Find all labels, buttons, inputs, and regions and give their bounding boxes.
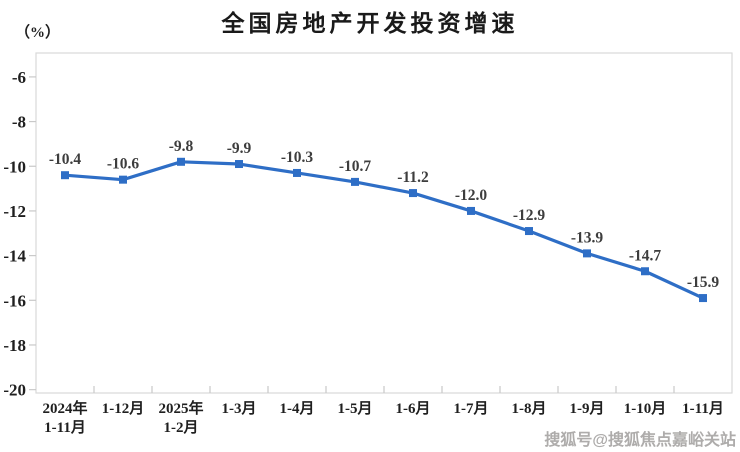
data-point-label: -13.9: [571, 229, 604, 246]
data-point-marker: [177, 157, 185, 166]
y-tick-label: -6: [12, 68, 26, 87]
data-point-marker: [293, 168, 301, 177]
data-point-label: -11.2: [397, 169, 429, 186]
data-point-label: -15.9: [687, 274, 720, 291]
data-point-label: -10.7: [339, 158, 372, 175]
y-tick-label: -8: [12, 113, 26, 132]
y-tick-label: -10: [3, 157, 26, 176]
x-tick-label: 2024年 1-11月: [42, 399, 87, 436]
data-point-label: -10.6: [107, 156, 140, 173]
data-point-label: -9.9: [227, 140, 252, 157]
x-tick-label: 1-10月: [624, 400, 667, 417]
data-point-label: -14.7: [629, 247, 662, 264]
x-tick-label: 1-4月: [280, 400, 315, 417]
x-tick-label: 1-12月: [102, 400, 145, 417]
x-tick-label: 1-5月: [338, 400, 373, 417]
y-tick-label: -16: [3, 291, 26, 310]
data-point-marker: [351, 177, 359, 186]
data-point-marker: [699, 294, 707, 303]
x-tick-label: 1-7月: [454, 400, 489, 417]
y-tick-label: -18: [3, 336, 26, 355]
data-point-marker: [525, 227, 533, 236]
x-tick-label: 1-8月: [512, 400, 547, 417]
x-tick-label: 1-9月: [570, 400, 605, 417]
data-point-marker: [641, 267, 649, 276]
plot-border: [35, 52, 733, 394]
data-point-marker: [235, 160, 243, 169]
data-point-label: -9.8: [169, 138, 194, 155]
series-line: [63, 160, 705, 300]
data-point-marker: [467, 206, 475, 215]
data-point-label: -10.3: [281, 149, 314, 166]
data-point-marker: [119, 175, 127, 184]
x-tick-label: 1-11月: [682, 400, 724, 417]
y-tick-label: -12: [3, 202, 26, 221]
x-tick-label: 2025年 1-2月: [158, 399, 203, 436]
data-point-marker: [61, 171, 69, 180]
y-axis-unit-label: （%）: [15, 25, 61, 41]
data-point-marker: [409, 189, 417, 198]
data-point-label: -12.0: [455, 187, 488, 204]
data-point-marker: [583, 249, 591, 258]
data-point-label: -10.4: [49, 151, 82, 168]
watermark-text: 搜狐号@搜狐焦点嘉峪关站: [544, 432, 736, 449]
y-tick-label: -14: [3, 247, 26, 266]
x-tick-label: 1-3月: [222, 400, 257, 417]
data-point-label: -12.9: [513, 207, 546, 224]
chart-title: 全国房地产开发投资增速: [221, 10, 519, 36]
x-tick-label: 1-6月: [396, 400, 431, 417]
y-tick-label: -20: [3, 381, 26, 400]
